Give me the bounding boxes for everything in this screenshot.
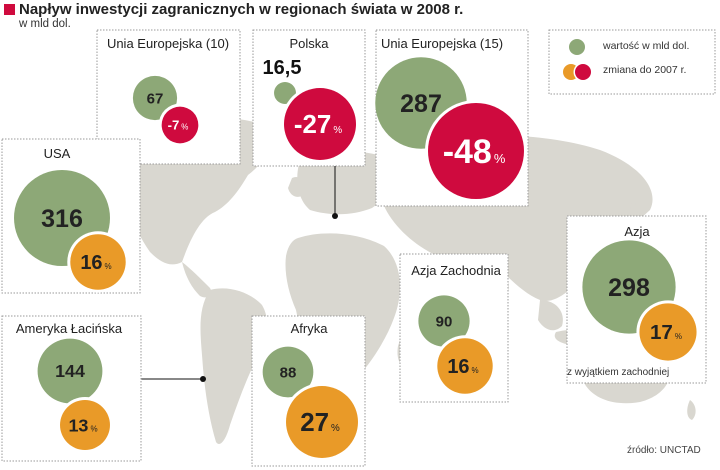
change-value-pl: -27 [294,111,331,139]
change-bubble-pl [284,88,356,160]
title-square-icon [4,4,15,15]
change-bubble-latam [60,400,110,450]
value-label-usa: 316 [41,205,83,233]
latam-connector-dot [200,376,206,382]
change-label-azja: 17% [650,321,682,344]
change-percent-afr: % [331,423,340,434]
source-note: źródło: UNCTAD [627,445,701,456]
change-percent-usa: % [105,262,112,271]
change-label-ue15: -48% [443,133,506,171]
change-label-latam: 13% [68,415,97,435]
value-label-pl: 16,5 [263,57,302,79]
change-label-usa: 16% [80,252,111,274]
legend-value-swatch [569,39,585,55]
change-value-usa: 16 [80,252,102,274]
south-america-shape [200,288,268,445]
change-label-ue10: -7% [168,118,189,133]
value-label-latam: 144 [55,361,85,381]
legend-value-label: wartość w mld dol. [603,40,690,52]
change-bubble-ue10 [161,106,199,144]
change-bubble-azw [437,338,493,394]
change-bubble-afr [286,386,358,458]
value-bubble-azw [418,295,470,347]
region-panel-usa: USA 316 16% [1,138,141,294]
change-percent-latam: % [90,424,97,433]
change-percent-ue10: % [181,123,188,132]
legend-change-label: zmiana do 2007 r. [603,64,687,76]
legend [548,29,716,95]
asia-note: z wyjątkiem zachodniej [567,367,670,378]
value-label-afr: 88 [280,364,297,381]
region-panel-azw: Azja Zachodnia 90 16% [399,253,509,403]
chart-subtitle: w mld dol. [19,18,71,30]
region-panel-afr: Afryka 88 27% [251,315,366,467]
change-value-ue10: -7 [168,118,180,133]
region-label-ue10: Unia Europejska (10) [107,36,229,51]
region-label-pl: Polska [289,36,329,51]
region-panel-latam: Ameryka Łacińska 144 13% [1,315,142,462]
region-label-afr: Afryka [291,321,329,336]
change-percent-azw: % [472,366,479,375]
value-label-azja: 298 [608,274,650,302]
value-bubble-afr [262,346,314,398]
value-label-azw: 90 [436,313,453,330]
change-value-ue15: -48 [443,133,492,171]
legend-decrease-swatch [575,64,591,80]
change-percent-ue15: % [494,151,506,166]
change-label-azw: 16% [447,356,478,378]
new-zealand-shape [687,400,696,420]
change-label-pl: -27% [294,111,342,139]
change-value-azw: 16 [447,356,469,378]
title-row: Napływ inwestycji zagranicznych w region… [4,1,463,18]
change-value-afr: 27 [300,409,329,437]
region-label-azw: Azja Zachodnia [411,263,501,278]
change-bubble-usa [70,234,126,290]
region-panel-ue15: Unia Europejska (15) 287-48% [375,29,529,207]
europe-shape [297,151,392,215]
value-label-ue15: 287 [400,90,442,118]
value-label-ue10: 67 [147,90,164,107]
change-value-latam: 13 [68,415,88,435]
region-label-azja: Azja [624,224,650,239]
change-percent-azja: % [675,332,682,341]
change-percent-pl: % [333,125,342,136]
uk-shape [288,176,305,197]
value-bubble-latam [37,338,103,404]
se-asia-shape [538,300,563,331]
region-label-latam: Ameryka Łacińska [16,321,123,336]
change-label-afr: 27% [300,409,340,437]
region-label-ue15: Unia Europejska (15) [381,36,503,51]
region-label-usa: USA [44,146,71,161]
region-panel-pl: Polska 16,5 -27% [252,29,366,167]
value-bubble-pl [274,82,296,104]
change-bubble-ue15 [428,103,524,199]
central-america-shape [182,262,212,298]
change-bubble-azja [639,303,697,361]
poland-connector-dot [332,213,338,219]
change-value-azja: 17 [650,321,673,344]
chart-title: Napływ inwestycji zagranicznych w region… [19,1,464,18]
